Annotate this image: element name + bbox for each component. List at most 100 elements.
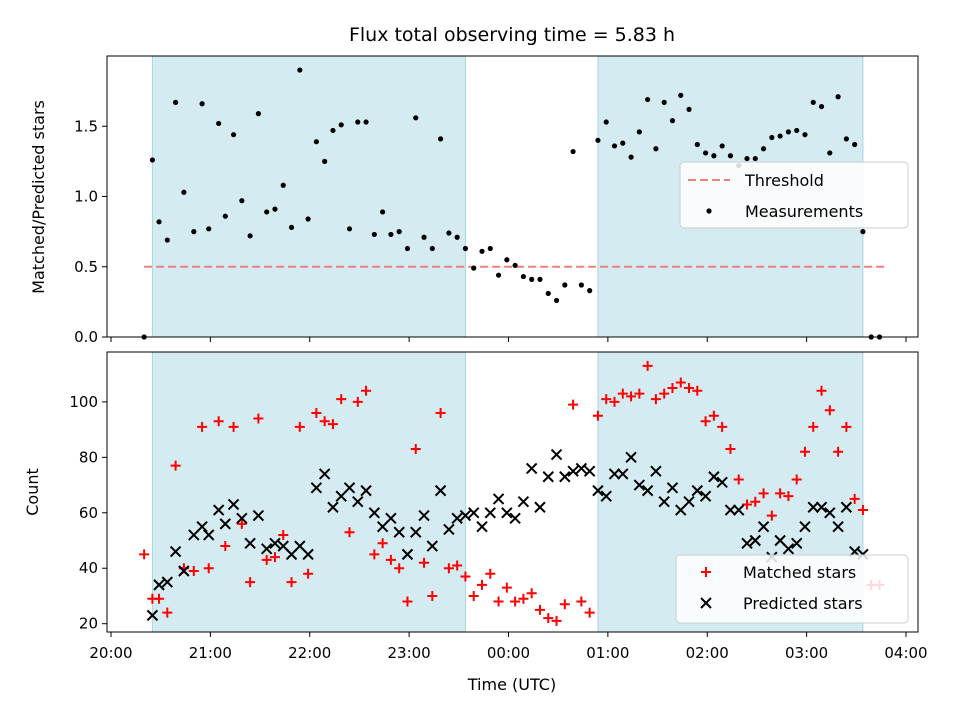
matched-star-point	[501, 582, 512, 593]
measurement-point	[545, 290, 551, 297]
predicted-star-point	[393, 526, 405, 538]
predicted-star-point	[410, 526, 422, 538]
matched-star-point	[278, 529, 289, 540]
matched-star-point	[601, 394, 612, 405]
bottom-x-tick-label: 02:00	[686, 644, 729, 662]
matched-star-point	[402, 596, 413, 607]
matched-star-point	[344, 527, 355, 538]
matched-star-point	[543, 613, 554, 624]
predicted-star-point	[468, 507, 480, 519]
matched-star-point	[139, 549, 150, 560]
predicted-star-point	[733, 504, 745, 516]
measurement-point	[247, 233, 253, 239]
predicted-star-point	[352, 495, 364, 508]
matched-star-point	[742, 499, 752, 510]
bottom-y-tick-label: 80	[79, 448, 98, 466]
matched-star-point	[253, 413, 264, 424]
legend-threshold-label: Threshold	[744, 171, 824, 190]
figure-title: Flux total observing time = 5.83 h	[349, 24, 675, 46]
measurement-point	[363, 119, 369, 125]
bottom-axes-frame	[106, 351, 919, 633]
measurement-point	[818, 103, 825, 110]
matched-star-point	[799, 446, 810, 457]
matched-star-point	[526, 588, 537, 599]
predicted-star-point	[625, 451, 637, 464]
matched-star-point	[576, 596, 587, 607]
matched-star-point	[452, 560, 463, 571]
predicted-star-point	[641, 484, 654, 497]
matched-star-point	[857, 505, 868, 516]
matched-star-point	[766, 510, 777, 521]
matched-star-point	[435, 407, 446, 418]
matched-star-point	[245, 577, 256, 588]
predicted-star-point	[617, 468, 629, 480]
predicted-star-point	[699, 490, 712, 502]
predicted-star-point	[476, 520, 488, 533]
bottom-x-tick-label: 04:00	[884, 644, 927, 662]
measurement-point	[479, 248, 485, 254]
predicted-star-point	[799, 520, 811, 533]
predicted-star-point	[451, 512, 463, 525]
matched-star-point	[228, 421, 239, 432]
predicted-star-point	[434, 484, 447, 497]
top-y-tick-label: 0.0	[74, 328, 98, 346]
measurement-point	[164, 237, 170, 243]
measurement-point	[156, 219, 162, 225]
measurement-point	[686, 106, 692, 112]
matched-star-point	[269, 552, 280, 563]
measurement-point	[288, 224, 295, 231]
measurement-point	[388, 231, 394, 238]
measurement-point	[239, 198, 245, 204]
predicted-star-point	[459, 509, 472, 522]
measurement-point	[404, 245, 411, 252]
top-x-ticks	[110, 337, 907, 342]
measurement-point	[313, 139, 319, 145]
matched-star-point	[468, 590, 479, 601]
matched-star-point	[824, 405, 835, 416]
predicted-star-point	[401, 548, 414, 561]
matched-star-point	[684, 383, 695, 394]
matched-star-point	[708, 410, 719, 421]
bottom-x-tick-label: 23:00	[388, 644, 431, 662]
measurement-point	[255, 111, 262, 117]
matched-star-point	[311, 407, 322, 418]
bottom-y-tick-label: 60	[79, 504, 98, 522]
measurement-point	[462, 245, 469, 252]
matched-star-point	[327, 419, 338, 430]
predicted-star-point	[840, 501, 853, 513]
predicted-star-point	[203, 529, 215, 541]
measurement-point	[396, 229, 402, 235]
predicted-star-point	[741, 537, 753, 549]
matched-star-point	[377, 538, 388, 549]
bottom-y-ticks: 20 40 60 80 100	[69, 393, 107, 633]
top-panel: 0.0 0.5 1.0 1.5 Matched/Predicted stars Thr…	[29, 55, 919, 346]
measurement-point	[711, 153, 717, 159]
bottom-y-tick-label: 40	[79, 559, 98, 577]
matched-star-point	[493, 596, 504, 607]
predicted-star-point	[260, 543, 273, 555]
measurement-point	[330, 127, 336, 134]
matched-star-point	[733, 474, 744, 485]
measurement-point	[446, 230, 452, 236]
measurement-point	[206, 226, 212, 232]
measurement-point	[777, 133, 783, 139]
matched-star-point	[410, 444, 421, 455]
measurement-point	[827, 150, 833, 156]
legend-measurements-swatch	[706, 208, 712, 214]
matched-star-point	[642, 360, 653, 371]
predicted-star-point	[666, 482, 679, 494]
measurement-point	[769, 134, 775, 141]
measurement-point	[678, 92, 684, 98]
measurement-point	[520, 273, 527, 280]
predicted-star-point	[418, 509, 430, 522]
measurement-point	[222, 213, 228, 219]
measurement-point	[620, 140, 626, 146]
matched-star-point	[261, 554, 272, 565]
matched-star-point	[717, 421, 728, 432]
predicted-star-point	[385, 512, 397, 525]
measurement-point	[529, 276, 535, 282]
measurement-point	[471, 265, 477, 271]
matched-star-point	[510, 596, 521, 607]
predicted-star-point	[169, 545, 182, 558]
predicted-star-point	[501, 507, 513, 519]
